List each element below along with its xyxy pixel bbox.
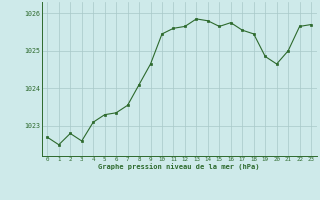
X-axis label: Graphe pression niveau de la mer (hPa): Graphe pression niveau de la mer (hPa): [99, 163, 260, 170]
